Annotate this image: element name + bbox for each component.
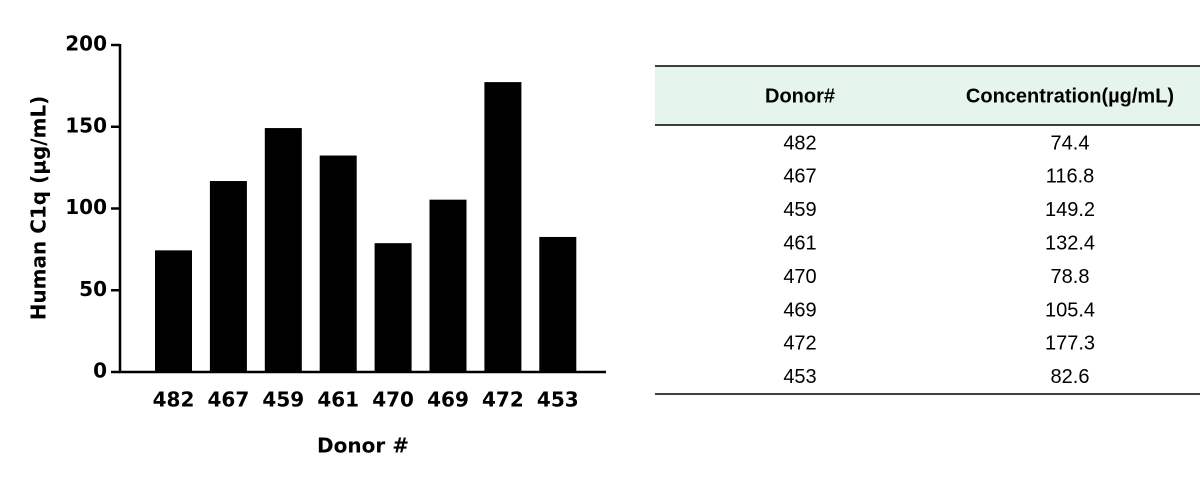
table-cell: 453 [783,366,816,388]
table-cell: 472 [783,333,816,355]
table-cell: 459 [783,199,816,221]
bar [429,199,467,372]
bar [264,128,302,372]
table-cell: 177.3 [1045,333,1095,355]
table-cell: 149.2 [1045,199,1095,221]
table-cell: 82.6 [1051,366,1090,388]
table-cell: 105.4 [1045,299,1095,321]
table-cell: 78.8 [1051,266,1090,288]
table-cell: 74.4 [1051,132,1090,154]
x-tick-label: 470 [372,388,414,412]
y-axis-title: Human C1q (µg/mL) [27,96,51,321]
table-cell: 469 [783,299,816,321]
table-cell: 461 [783,232,816,254]
y-tick-label: 0 [93,359,107,383]
table-cell: 467 [783,166,816,188]
bar [209,181,247,372]
x-tick-label: 459 [262,388,304,412]
bar [539,236,577,372]
x-axis-title: Donor # [317,434,409,458]
bar [374,243,412,372]
bar [319,155,357,372]
x-tick-label: 472 [482,388,524,412]
y-tick-label: 200 [65,32,107,56]
table-cell: 132.4 [1045,232,1095,254]
table-cell: 482 [783,132,816,154]
bar [484,82,522,372]
y-tick-label: 150 [65,113,107,137]
y-tick-label: 50 [79,277,107,301]
table-cell: 470 [783,266,816,288]
y-tick-label: 100 [65,195,107,219]
table-header: Donor# [765,85,835,107]
x-tick-label: 467 [208,388,250,412]
table-header: Concentration(µg/mL) [966,85,1174,107]
table-cell: 116.8 [1046,166,1095,188]
x-tick-label: 461 [317,388,359,412]
x-tick-label: 469 [427,388,469,412]
table-header-bg [655,66,1200,125]
x-tick-label: 482 [153,388,195,412]
x-tick-label: 453 [537,388,579,412]
bar [155,250,192,372]
